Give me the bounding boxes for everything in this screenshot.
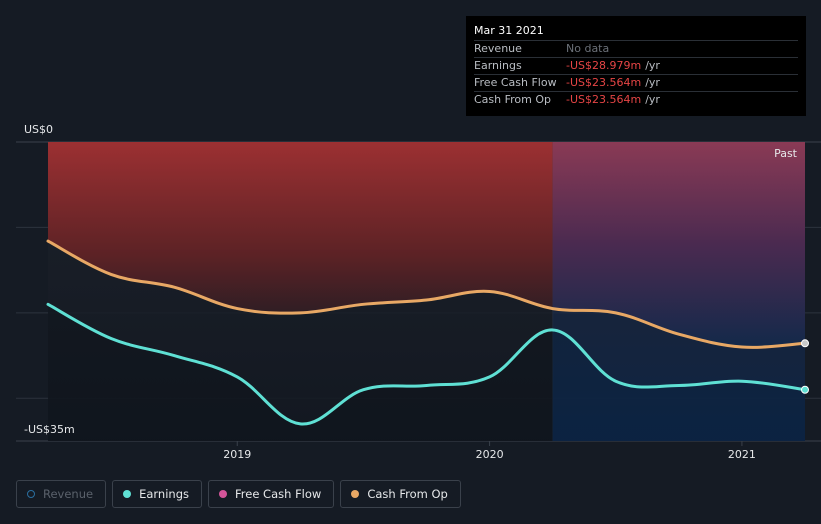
legend-dot-icon	[351, 490, 360, 498]
tooltip-unit: /yr	[645, 76, 660, 89]
series-line-cash-from-op	[46, 239, 807, 349]
legend-label: Earnings	[139, 487, 189, 501]
tooltip-label: Free Cash Flow	[474, 76, 557, 89]
tooltip-unit: /yr	[645, 59, 660, 72]
axis-labels: US$0 -US$35m Past 2019 2020 2021	[24, 123, 798, 461]
tooltip-row-free-cash-flow: Free Cash Flow -US$23.564m /yr	[474, 74, 798, 91]
legend-label: Cash From Op	[367, 487, 448, 501]
tooltip-label: Cash From Op	[474, 93, 552, 106]
tooltip-value: -US$23.564m	[566, 76, 642, 89]
area-future-under	[552, 308, 805, 441]
legend-label: Revenue	[43, 487, 94, 501]
area-earnings-under	[48, 304, 553, 441]
tooltip-unit: /yr	[645, 93, 660, 106]
tooltip-value: No data	[566, 42, 610, 55]
area-past-under	[48, 241, 553, 441]
y-axis-top-label: US$0	[24, 123, 53, 136]
legend-dot-icon	[27, 490, 35, 498]
series-line-earnings	[46, 302, 807, 426]
tooltip-value: -US$23.564m	[566, 93, 642, 106]
past-label: Past	[774, 147, 798, 160]
legend-dot-icon	[219, 490, 227, 498]
point-earnings-latest	[801, 385, 809, 394]
tooltip-date: Mar 31 2021	[474, 24, 544, 37]
area-future-top	[552, 142, 805, 348]
tooltip-row-earnings: Earnings -US$28.979m /yr	[474, 57, 798, 74]
tooltip-label: Revenue	[474, 42, 522, 55]
x-tick-label: 2021	[728, 448, 756, 461]
area-past-top	[48, 142, 553, 314]
tooltip-panel: Mar 31 2021 Revenue No data Earnings -US…	[466, 16, 806, 116]
x-tick-label: 2020	[476, 448, 504, 461]
x-tick-label: 2019	[223, 448, 251, 461]
legend-item-revenue[interactable]: Revenue	[16, 480, 107, 508]
legend-label: Free Cash Flow	[235, 487, 322, 501]
legend: Revenue Earnings Free Cash Flow Cash Fro…	[16, 480, 467, 508]
legend-dot-icon	[123, 490, 132, 498]
tooltip-label: Earnings	[474, 59, 522, 72]
legend-item-cash-from-op[interactable]: Cash From Op	[340, 480, 461, 508]
tooltip-row-cash-from-op: Cash From Op -US$23.564m /yr	[474, 91, 798, 108]
tooltip-value: -US$28.979m	[566, 59, 642, 72]
legend-item-free-cash-flow[interactable]: Free Cash Flow	[208, 480, 335, 508]
tooltip-row-revenue: Revenue No data	[474, 40, 798, 57]
area-fills	[48, 142, 805, 441]
series-lines	[46, 239, 809, 426]
y-axis-bottom-label: -US$35m	[24, 423, 75, 436]
point-cash-from-op-latest	[801, 339, 809, 348]
legend-item-earnings[interactable]: Earnings	[112, 480, 202, 508]
